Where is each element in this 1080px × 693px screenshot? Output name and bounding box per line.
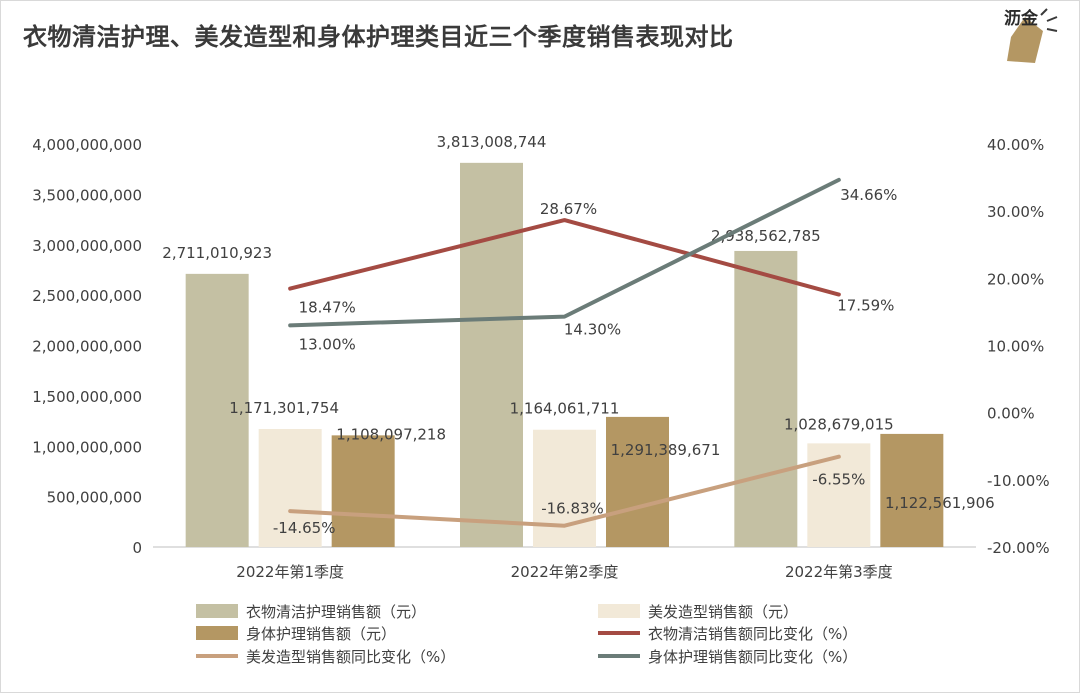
line-data-label: -6.55%: [812, 471, 865, 489]
bar-data-label: 3,813,008,744: [437, 133, 547, 151]
legend-label: 美发造型销售额同比变化（%）: [246, 648, 455, 666]
line-data-label: -16.83%: [541, 500, 604, 518]
bar-data-label: 1,108,097,218: [336, 425, 446, 443]
bar: [807, 443, 871, 547]
x-tick-label: 2022年第2季度: [511, 563, 619, 581]
bar: [185, 273, 249, 547]
bar: [606, 416, 669, 547]
y-right-tick-label: 10.00%: [987, 338, 1044, 356]
bar: [880, 433, 944, 547]
bar-data-label: 1,122,561,906: [885, 494, 995, 512]
bar-data-label: 1,028,679,015: [784, 415, 894, 433]
bar: [258, 428, 322, 547]
bar-data-label: 1,164,061,711: [510, 400, 620, 418]
y-right-tick-label: -10.00%: [987, 472, 1050, 490]
legend-label: 衣物清洁销售额同比变化（%）: [648, 625, 857, 643]
line-data-label: 34.66%: [840, 186, 897, 204]
legend-swatch: [196, 604, 238, 618]
line-data-label: 13.00%: [299, 335, 356, 353]
y-left-tick-label: 3,500,000,000: [32, 186, 142, 204]
line-data-label: 14.30%: [564, 321, 621, 339]
bar: [533, 429, 596, 547]
chart-title: 衣物清洁护理、美发造型和身体护理类目近三个季度销售表现对比: [23, 23, 734, 51]
legend-swatch: [598, 604, 640, 618]
y-left-tick-label: 0: [132, 539, 142, 557]
y-left-tick-label: 3,000,000,000: [32, 237, 142, 255]
logo-icon: [1007, 8, 1058, 63]
series-line: [288, 454, 841, 528]
y-right-tick-label: 20.00%: [987, 270, 1044, 288]
bar: [460, 162, 523, 548]
y-right-tick-label: -20.00%: [987, 539, 1050, 557]
legend-swatch: [196, 626, 238, 640]
series-line: [288, 218, 841, 297]
legend-label: 身体护理销售额同比变化（%）: [648, 648, 857, 666]
y-left-tick-label: 1,500,000,000: [32, 388, 142, 406]
legend-label: 身体护理销售额（元）: [246, 625, 396, 643]
y-left-tick-label: 2,500,000,000: [32, 287, 142, 305]
line-data-label: -14.65%: [273, 519, 336, 537]
y-left-tick-label: 500,000,000: [47, 489, 142, 507]
line-data-label: 17.59%: [837, 297, 894, 315]
series-line: [288, 177, 841, 328]
legend-label: 美发造型销售额（元）: [648, 603, 798, 621]
y-left-tick-label: 4,000,000,000: [32, 136, 142, 154]
bar: [734, 250, 798, 547]
bar: [331, 435, 395, 547]
y-right-tick-label: 40.00%: [987, 136, 1044, 154]
x-tick-label: 2022年第3季度: [785, 563, 893, 581]
line-data-label: 18.47%: [299, 299, 356, 317]
bar-data-label: 2,711,010,923: [162, 244, 272, 262]
y-left-tick-label: 2,000,000,000: [32, 338, 142, 356]
x-tick-label: 2022年第1季度: [236, 563, 344, 581]
y-right-tick-label: 30.00%: [987, 203, 1044, 221]
logo-text: 沥金: [1004, 9, 1038, 29]
bar-data-label: 1,291,389,671: [611, 441, 721, 459]
bar-data-label: 1,171,301,754: [229, 399, 339, 417]
line-data-label: 28.67%: [540, 200, 597, 218]
legend-label: 衣物清洁护理销售额（元）: [246, 603, 426, 621]
y-right-tick-label: 0.00%: [987, 405, 1035, 423]
y-left-tick-label: 1,000,000,000: [32, 438, 142, 456]
